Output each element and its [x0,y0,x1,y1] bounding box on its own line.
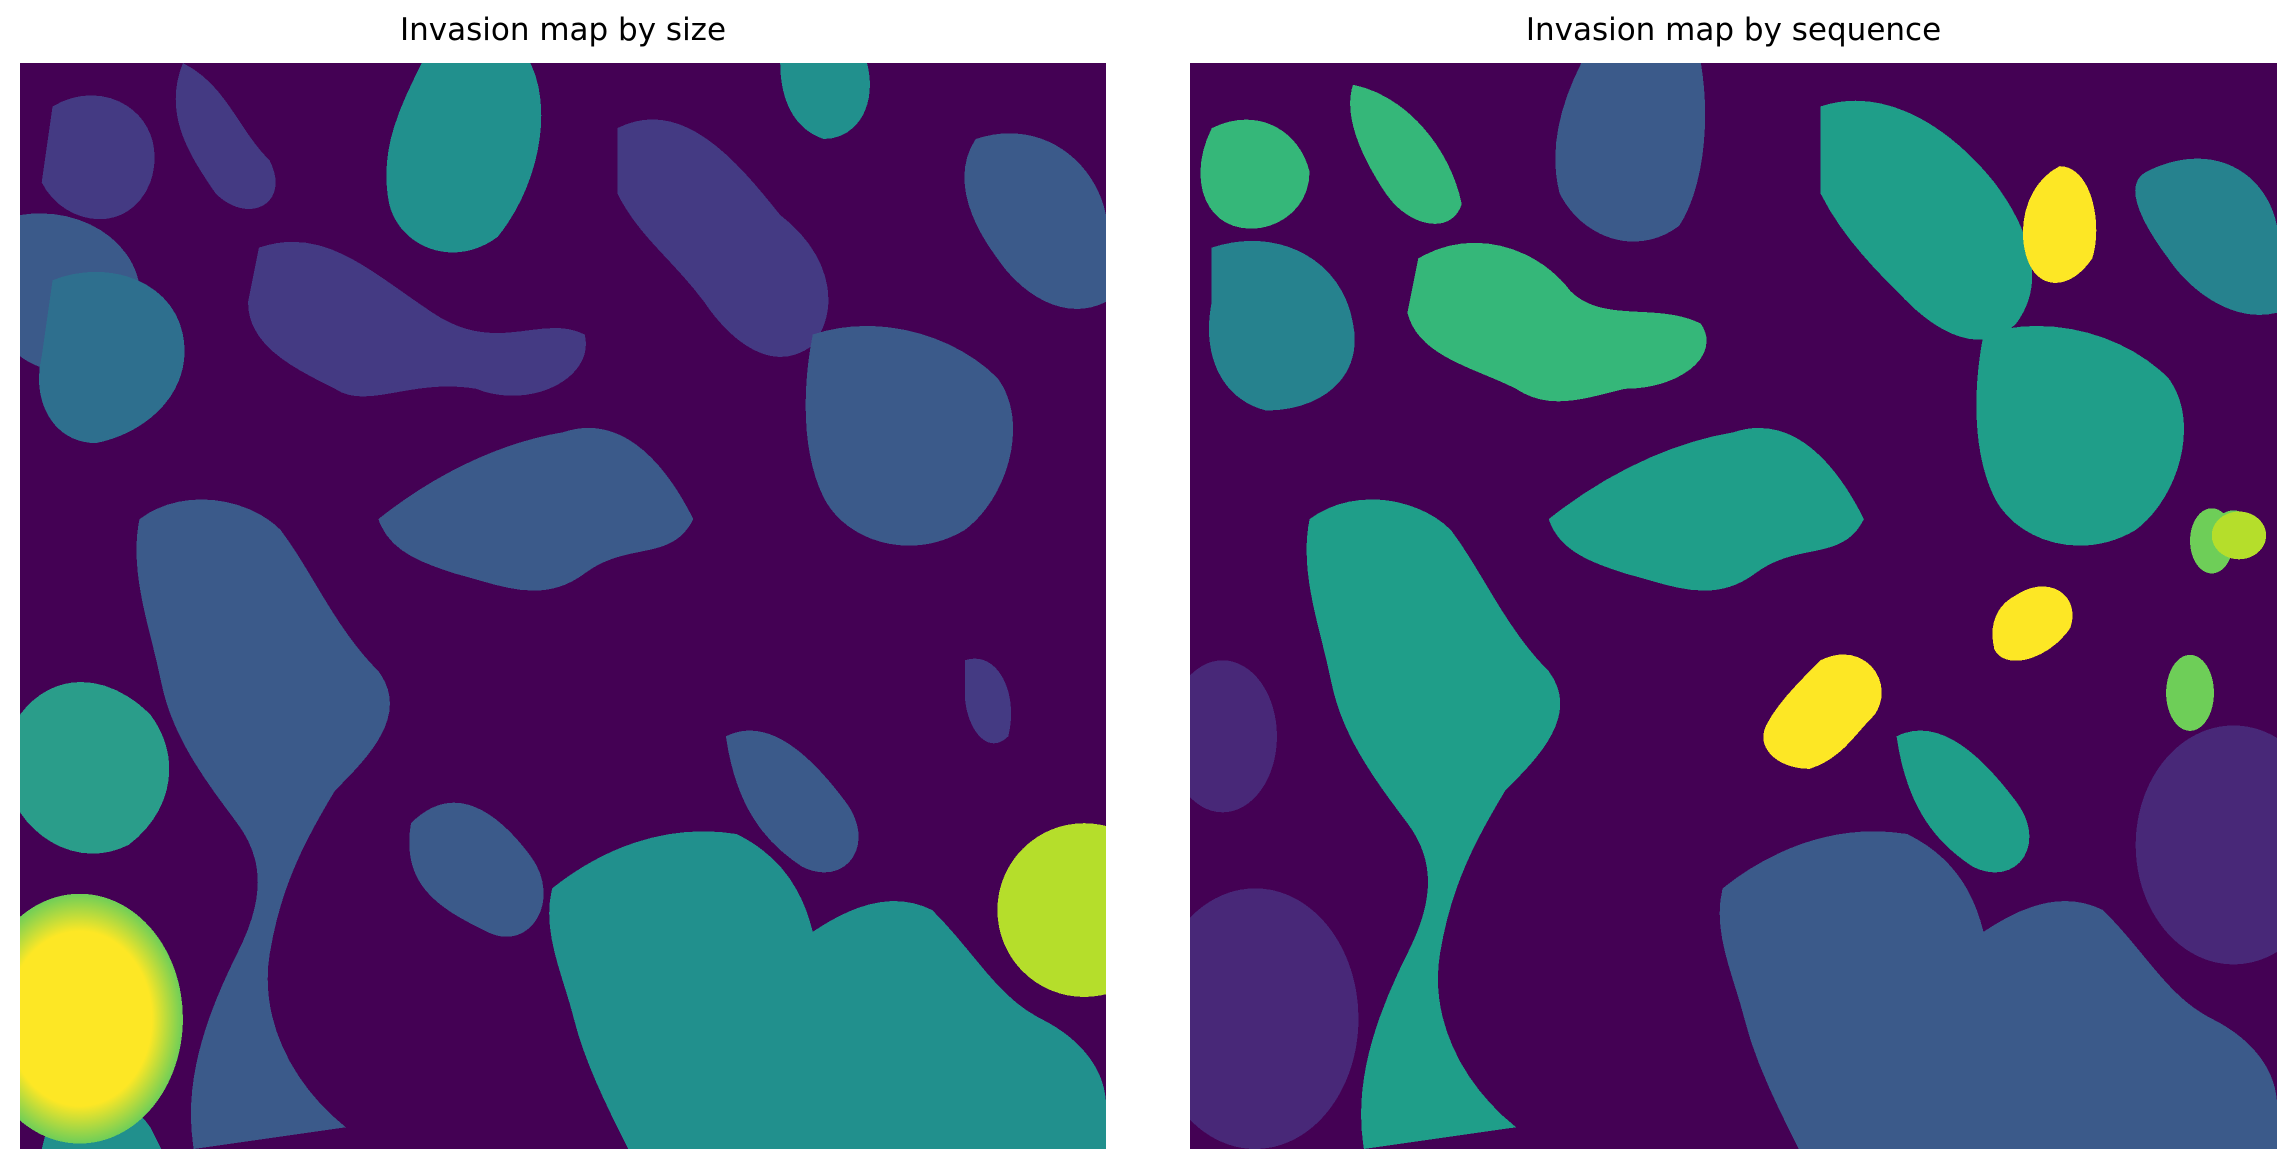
left-panel-title: Invasion map by size [399,12,727,48]
cluster-group-green [20,682,170,854]
invasion-map-by-sequence [1190,63,2277,1149]
cluster-group-green-teal [1306,100,2185,1149]
cluster-group-teal [38,271,185,444]
cluster-group-blue [1555,63,2277,1149]
cluster-group-teal [1208,158,2277,411]
invasion-map-by-size [20,63,1106,1149]
cluster-group-yellow-green [2211,511,2267,560]
cluster-bright-right [997,823,1106,997]
cluster-group-yellow [1763,166,2097,769]
cluster-group-purple [1190,660,2277,1149]
right-panel-title: Invasion map by sequence [1525,12,1942,48]
cluster-group-green [1200,84,1707,402]
cluster-group-dark [41,63,1012,744]
cluster-bright-left [20,893,183,1144]
